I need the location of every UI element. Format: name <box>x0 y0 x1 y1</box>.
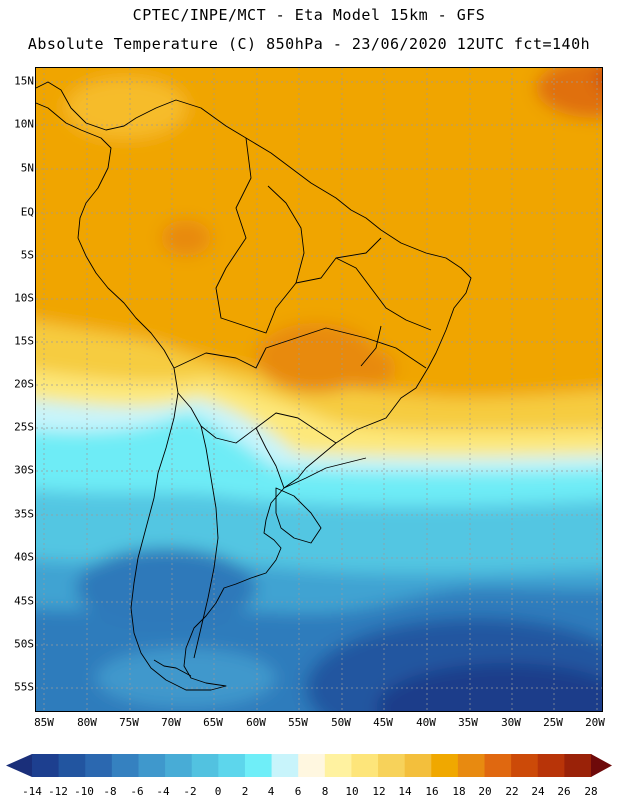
colorbar-swatch <box>537 754 565 777</box>
lon-tick-label: 55W <box>288 716 308 729</box>
coastlines <box>36 81 472 691</box>
lon-tick-label: 85W <box>34 716 54 729</box>
colorbar-label: 0 <box>214 785 222 798</box>
colorbar-swatch <box>511 754 539 777</box>
lat-tick-label: 5S <box>20 248 34 262</box>
lat-tick-label: 45S <box>14 594 34 608</box>
lat-tick-label: 50S <box>14 637 34 651</box>
colorbar-label: 18 <box>452 785 466 798</box>
colorbar-label: -4 <box>156 785 170 798</box>
colorbar-swatch <box>404 754 432 777</box>
lat-tick-label: EQ <box>20 205 34 219</box>
colorbar-swatch <box>32 754 60 777</box>
colorbar-label: 6 <box>294 785 302 798</box>
colorbar-label: 28 <box>584 785 598 798</box>
colorbar-label: 10 <box>345 785 359 798</box>
colorbar-label: 2 <box>241 785 249 798</box>
colorbar-label: -6 <box>130 785 144 798</box>
colorbar-swatch <box>351 754 379 777</box>
colorbar-swatch <box>484 754 512 777</box>
lon-tick-label: 75W <box>119 716 139 729</box>
lon-tick-label: 45W <box>373 716 393 729</box>
colorbar-swatch <box>431 754 459 777</box>
colorbar-swatch <box>298 754 326 777</box>
colorbar-label: 4 <box>267 785 275 798</box>
colorbar-label: 20 <box>478 785 492 798</box>
lat-tick-label: 15N <box>14 74 34 88</box>
temperature-map <box>35 67 603 712</box>
colorbar-swatch <box>324 754 352 777</box>
lon-tick-label: 80W <box>77 716 97 729</box>
colorbar-swatch <box>378 754 406 777</box>
lat-tick-label: 20S <box>14 377 34 391</box>
lon-tick-label: 20W <box>585 716 605 729</box>
lat-tick-label: 5N <box>20 161 34 175</box>
lon-tick-label: 35W <box>458 716 478 729</box>
colorbar-label: 16 <box>425 785 439 798</box>
colorbar-label: -14 <box>22 785 42 798</box>
lon-tick-label: 30W <box>501 716 521 729</box>
colorbar-swatch <box>58 754 86 777</box>
colorbar-label: -2 <box>183 785 197 798</box>
lat-tick-label: 15S <box>14 334 34 348</box>
lat-tick-label: 55S <box>14 680 34 694</box>
colorbar-label: 12 <box>372 785 386 798</box>
lat-tick-label: 10S <box>14 291 34 305</box>
colorbar-label: 26 <box>557 785 571 798</box>
title-line-1: CPTEC/INPE/MCT - Eta Model 15km - GFS <box>132 6 486 24</box>
colorbar-label: 14 <box>398 785 412 798</box>
colorbar-swatch <box>457 754 486 777</box>
lon-tick-label: 25W <box>543 716 563 729</box>
colorbar-swatch <box>138 754 166 777</box>
lon-tick-label: 65W <box>203 716 223 729</box>
lon-tick-label: 50W <box>331 716 351 729</box>
colorbar <box>6 754 612 777</box>
colorbar-swatch <box>191 754 219 777</box>
lat-tick-label: 10N <box>14 117 34 131</box>
colorbar-label: -12 <box>48 785 68 798</box>
lat-tick-label: 25S <box>14 420 34 434</box>
title-line-2: Absolute Temperature (C) 850hPa - 23/06/… <box>27 35 591 53</box>
colorbar-swatch <box>111 754 139 777</box>
colorbar-label: 24 <box>531 785 545 798</box>
colorbar-label: -8 <box>103 785 117 798</box>
colorbar-swatch <box>244 754 273 777</box>
colorbar-swatch <box>165 754 193 777</box>
lat-tick-label: 30S <box>14 463 34 477</box>
colorbar-swatch <box>218 754 246 777</box>
colorbar-label: -10 <box>74 785 94 798</box>
lon-tick-label: 40W <box>416 716 436 729</box>
colorbar-swatch <box>564 754 592 777</box>
temperature-field <box>36 68 602 711</box>
colorbar-label: 8 <box>321 785 329 798</box>
colorbar-label: 22 <box>505 785 519 798</box>
lon-tick-label: 60W <box>246 716 266 729</box>
lat-tick-label: 35S <box>14 507 34 521</box>
lat-tick-label: 40S <box>14 550 34 564</box>
lon-tick-label: 70W <box>161 716 181 729</box>
colorbar-low-arrow <box>6 754 32 777</box>
colorbar-swatch <box>271 754 299 777</box>
colorbar-swatch <box>85 754 113 777</box>
colorbar-high-arrow <box>591 754 612 777</box>
